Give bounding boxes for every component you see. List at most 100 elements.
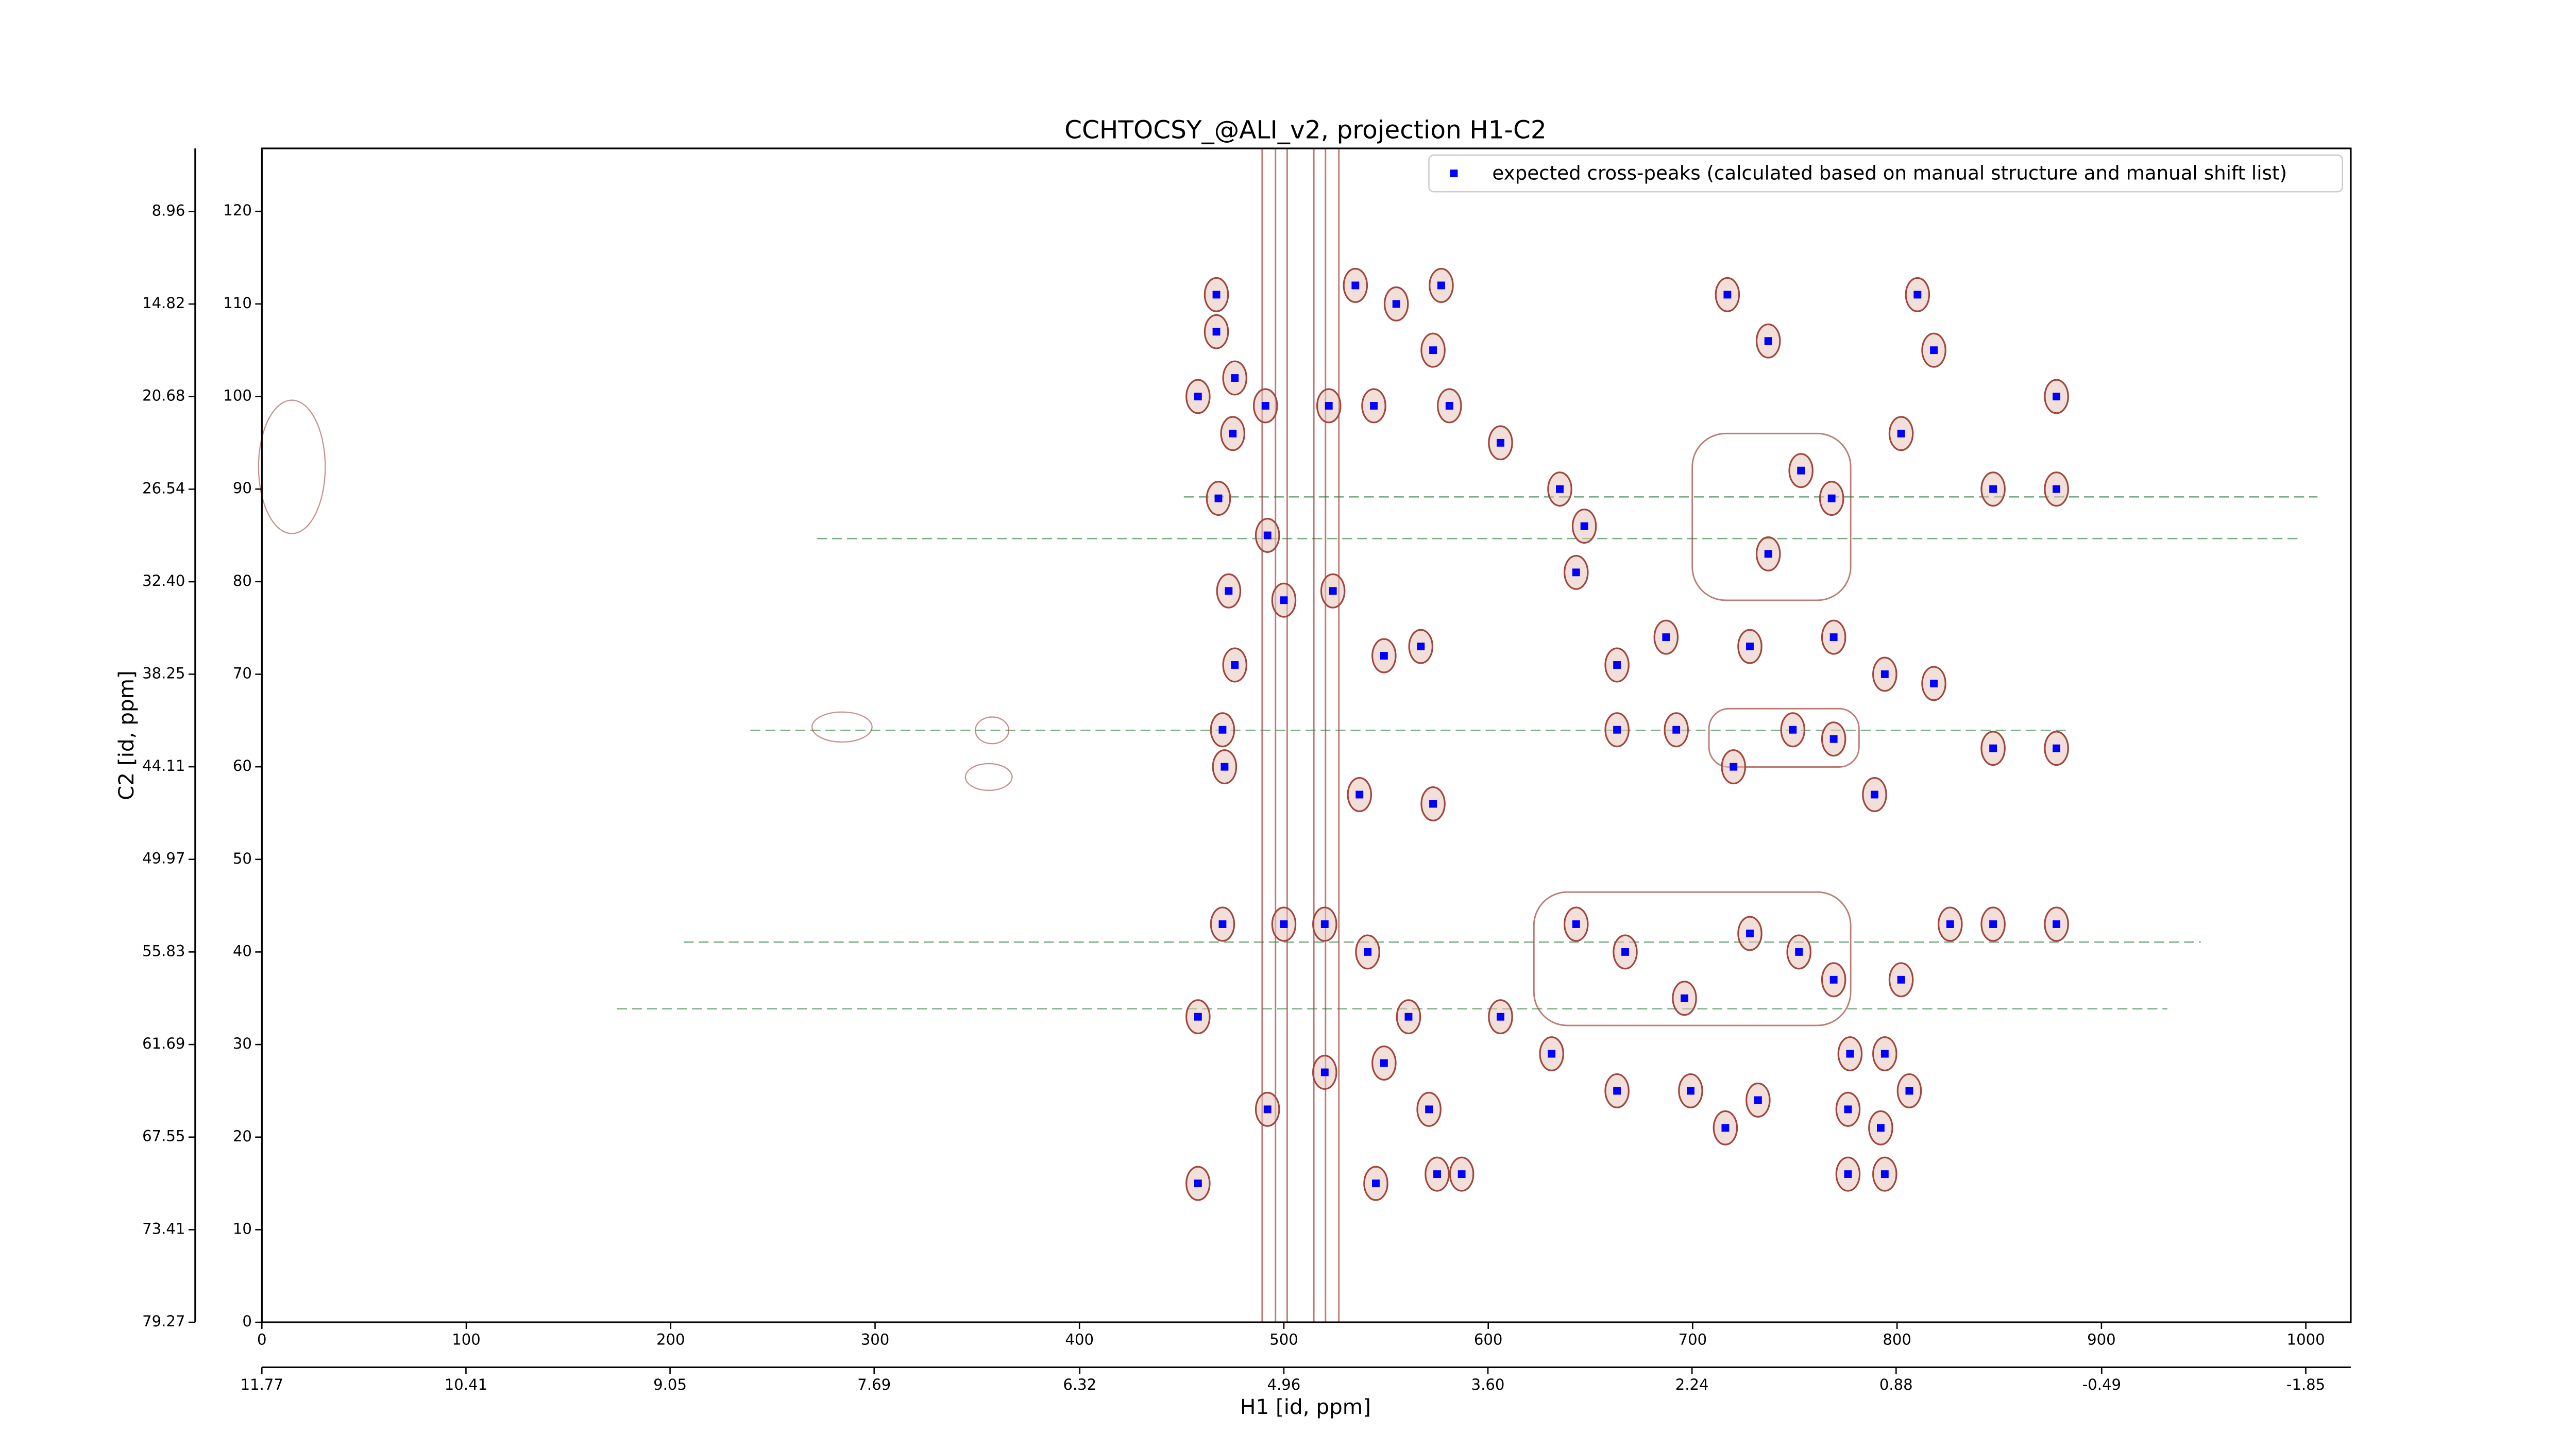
x2-tick-label: 10.41 — [445, 1376, 487, 1393]
cross-peak-marker — [1214, 494, 1223, 502]
x-tick-label: 0 — [257, 1331, 267, 1349]
cross-peak-marker — [1351, 281, 1360, 290]
contour-band — [1286, 147, 1315, 1323]
cross-peak-marker — [1231, 374, 1239, 382]
cross-peak-marker — [1930, 346, 1938, 355]
y2-tick-label: 38.25 — [142, 664, 185, 682]
cross-peak-marker — [1764, 337, 1772, 345]
cross-peak-marker — [1913, 291, 1922, 299]
x-tick-label: 1000 — [2287, 1331, 2325, 1349]
x2-tick-label: 4.96 — [1267, 1376, 1300, 1393]
cross-peak-marker — [1672, 726, 1681, 734]
noise-contour — [964, 763, 1013, 791]
cross-peak-marker — [1329, 587, 1337, 595]
y2-tick-label: 55.83 — [142, 942, 185, 959]
x2-tick-label: -1.85 — [2286, 1376, 2325, 1393]
x-tick-label: 600 — [1474, 1331, 1503, 1349]
cross-peak-marker — [1437, 281, 1445, 290]
cross-peak-marker — [2053, 485, 2061, 493]
cross-peak-marker — [1905, 1087, 1913, 1095]
cross-peak-marker — [1429, 346, 1437, 355]
cross-peak-marker — [1572, 568, 1580, 577]
y-tick-label: 100 — [223, 386, 252, 404]
cross-peak-marker — [1380, 1059, 1388, 1067]
cross-peak-marker — [1613, 726, 1621, 734]
y2-tick-label: 26.54 — [142, 479, 185, 497]
x-tick-label: 700 — [1679, 1331, 1707, 1349]
cross-peak-marker — [1897, 975, 1905, 984]
cross-peak-marker — [1364, 948, 1372, 956]
x2-tick-label: 11.77 — [241, 1376, 283, 1393]
cross-peak-marker — [1263, 1105, 1272, 1114]
cross-peak-marker — [1880, 1050, 1889, 1058]
cross-peak-marker — [1263, 531, 1272, 540]
cross-peak-marker — [1429, 800, 1437, 808]
cross-peak-marker — [1844, 1170, 1852, 1178]
cross-peak-marker — [1372, 1180, 1380, 1188]
contour-band — [1533, 891, 1852, 1026]
cross-peak-marker — [1548, 1050, 1556, 1058]
cross-peak-marker — [1404, 1013, 1413, 1021]
cross-peak-marker — [1687, 1087, 1694, 1095]
cross-peak-marker — [1355, 790, 1364, 799]
cross-peak-marker — [1746, 643, 1754, 651]
y-tick-label: 60 — [233, 757, 252, 774]
chart-title: CCHTOCSY_@ALI_v2, projection H1-C2 — [1064, 116, 1547, 145]
cross-peak-marker — [1880, 670, 1889, 678]
cross-peak-marker — [1392, 300, 1400, 308]
x2-tick-label: 9.05 — [653, 1376, 687, 1393]
cross-peak-marker — [1320, 920, 1329, 928]
cross-peak-marker — [1681, 994, 1688, 1002]
cross-peak-marker — [1897, 429, 1905, 437]
cross-peak-marker — [1425, 1105, 1433, 1114]
cross-peak-marker — [1789, 726, 1797, 734]
y2-tick-label: 44.11 — [142, 757, 185, 774]
plot-marks — [1185, 267, 2069, 1201]
y-tick-label: 70 — [233, 664, 252, 682]
legend: expected cross-peaks (calculated based o… — [1428, 154, 2344, 193]
cross-peak-marker — [1194, 393, 1202, 400]
y2-tick-label: 20.68 — [142, 387, 185, 405]
cross-peak-marker — [2053, 744, 2061, 752]
plot-frame — [261, 147, 2352, 1323]
y-tick-label: 50 — [233, 850, 252, 867]
y-axis-label: C2 [id, ppm] — [114, 670, 139, 800]
cross-peak-marker — [1497, 439, 1504, 447]
cross-peak-marker — [1764, 550, 1772, 558]
x2-tick-label: 3.60 — [1471, 1376, 1505, 1393]
cross-peak-marker — [1218, 920, 1227, 928]
cross-peak-marker — [1556, 485, 1564, 493]
cross-peak-marker — [1846, 1050, 1854, 1058]
cross-peak-marker — [2053, 920, 2061, 928]
legend-marker — [1450, 170, 1458, 177]
x2-tick-label: -0.49 — [2082, 1376, 2121, 1393]
cross-peak-marker — [1380, 652, 1388, 660]
x2-tick-label: 2.24 — [1675, 1376, 1709, 1393]
cross-peak-marker — [1930, 679, 1938, 687]
cross-peak-marker — [1746, 930, 1754, 937]
cross-peak-marker — [1194, 1013, 1202, 1021]
cross-peak-marker — [1497, 1013, 1504, 1021]
cross-peak-marker — [1721, 1124, 1730, 1132]
cross-peak-marker — [1876, 1124, 1885, 1132]
x2-tick-label: 0.88 — [1879, 1376, 1913, 1393]
cross-peak-marker — [1212, 291, 1221, 299]
cross-peak-marker — [1880, 1170, 1889, 1178]
y2-tick-label: 14.82 — [142, 294, 185, 312]
cross-peak-marker — [1433, 1170, 1441, 1178]
cross-peak-marker — [1218, 726, 1227, 734]
cross-peak-marker — [1572, 920, 1580, 928]
cross-peak-marker — [1946, 920, 1954, 928]
cross-peak-marker — [1221, 763, 1229, 771]
cross-peak-marker — [1613, 661, 1621, 669]
cross-peak-marker — [1829, 975, 1838, 984]
y-tick-label: 80 — [233, 572, 252, 589]
x-tick-label: 500 — [1269, 1331, 1298, 1349]
cross-peak-marker — [1621, 948, 1629, 956]
y-tick-label: 90 — [233, 479, 252, 497]
cross-peak-marker — [1844, 1105, 1852, 1114]
contour-band — [1275, 147, 1327, 1323]
contour-background — [258, 147, 2318, 1323]
y-tick-label: 40 — [233, 942, 252, 959]
